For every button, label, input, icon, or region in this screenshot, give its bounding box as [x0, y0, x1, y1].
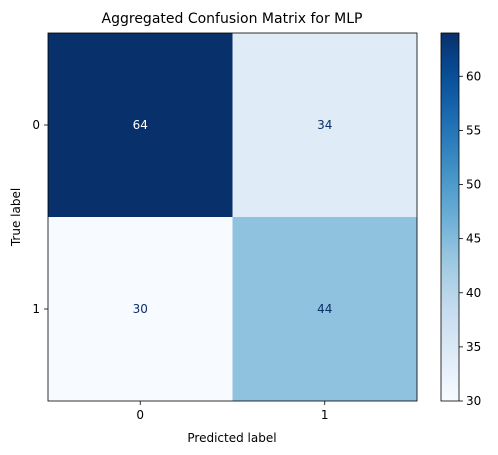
cell-value-label: 34 — [317, 118, 332, 132]
colorbar-tick-label: 45 — [466, 232, 481, 246]
chart-title: Aggregated Confusion Matrix for MLP — [102, 11, 363, 27]
cell-value-label: 64 — [133, 118, 148, 132]
colorbar-tick-label: 40 — [466, 286, 481, 300]
colorbar-tick-label: 55 — [466, 123, 481, 137]
colorbar-tick-label: 35 — [466, 340, 481, 354]
colorbar-tick-label: 30 — [466, 394, 481, 408]
colorbar-tick-label: 50 — [466, 178, 481, 192]
colorbar — [440, 32, 460, 402]
x-axis-label: Predicted label — [187, 431, 276, 445]
matrix-cell — [48, 217, 233, 402]
matrix-cells — [48, 33, 418, 402]
matrix-cell-labels: 64 34 30 44 — [133, 118, 333, 316]
y-axis-label: True label — [9, 188, 23, 247]
matrix-cell — [48, 33, 233, 218]
colorbar-ticks: 30 35 40 45 50 55 60 — [459, 69, 481, 408]
matrix-cell — [232, 33, 418, 218]
colorbar-tick-label: 60 — [466, 69, 481, 83]
plot-frame — [47, 32, 418, 402]
y-tick-label: 0 — [32, 118, 40, 132]
cell-value-label: 44 — [317, 302, 332, 316]
y-tick-label: 1 — [32, 302, 40, 316]
matrix-cell — [232, 217, 418, 402]
y-axis-ticks: 01 — [32, 118, 48, 316]
x-tick-label: 1 — [321, 408, 329, 422]
x-tick-label: 0 — [136, 408, 144, 422]
cell-value-label: 30 — [133, 302, 148, 316]
